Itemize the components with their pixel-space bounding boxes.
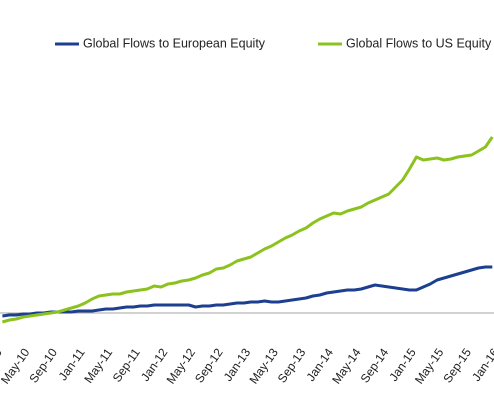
x-tick-label: Sep-15 [440,345,474,385]
legend-label: Global Flows to European Equity [83,36,266,50]
x-tick-label: Sep-13 [275,345,309,385]
series-line [2,265,493,318]
series-line [1,136,494,324]
x-tick-label: Sep-12 [192,345,226,385]
x-tick-label: Sep-10 [26,345,60,385]
x-tick-label: May-10 [0,345,33,386]
x-tick-label: May-12 [164,345,199,386]
legend-label: Global Flows to US Equity [346,36,492,50]
x-tick-label: May-14 [329,345,364,386]
x-tick-label: Sep-11 [110,345,143,384]
x-tick-label: May-13 [246,345,281,386]
x-tick-label: Jan-16 [469,345,494,383]
x-tick-label: May-15 [412,345,447,386]
x-tick-label: May-11 [81,345,115,385]
x-tick-label: Sep-14 [358,345,392,385]
